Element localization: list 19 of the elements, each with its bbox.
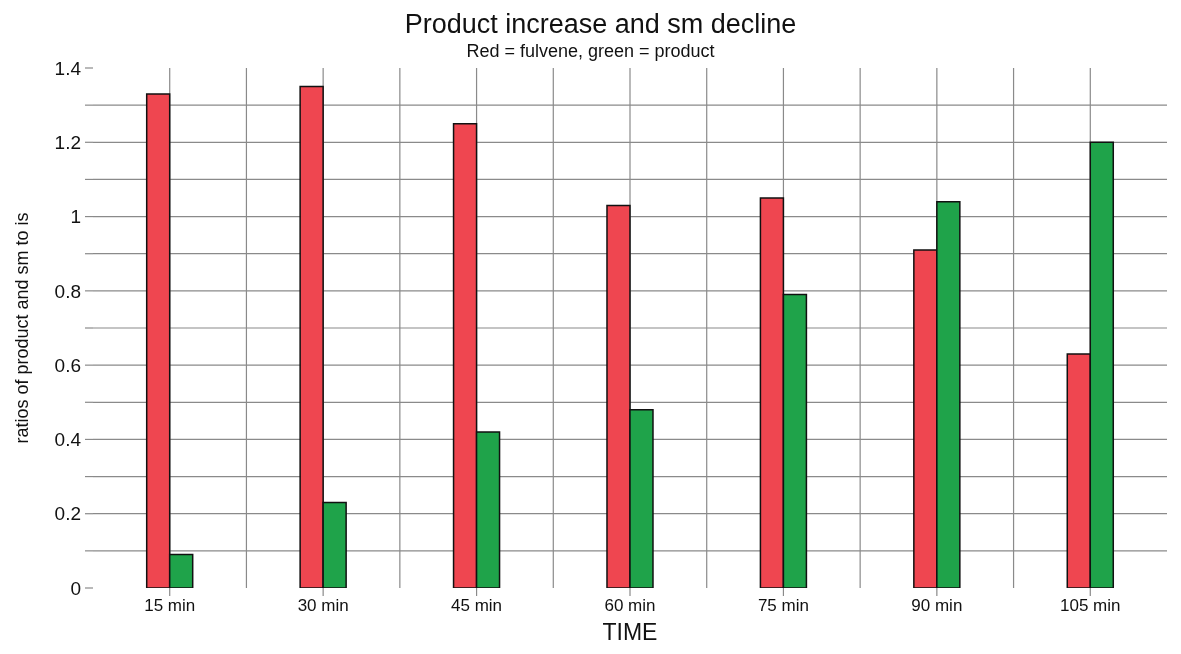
x-tick-label: 75 min xyxy=(757,596,809,616)
y-tick-label: 0.2 xyxy=(54,503,81,525)
x-axis-title: TIME xyxy=(602,619,658,645)
x-tick-label: 105 min xyxy=(1060,596,1121,616)
y-tick-label: 0.8 xyxy=(54,280,81,302)
x-tick-label: 30 min xyxy=(297,596,349,616)
y-tick-label: 0.6 xyxy=(54,354,81,376)
x-tick-label: 45 min xyxy=(451,596,503,616)
x-tick-label: 90 min xyxy=(911,596,963,616)
y-tick-label: 0.4 xyxy=(54,429,82,451)
x-tick-label: 15 min xyxy=(144,596,196,616)
y-tick-label: 1.4 xyxy=(54,57,82,79)
y-tick-label: 1 xyxy=(70,206,81,228)
y-tick-label: 0 xyxy=(70,577,81,599)
chart-title: Product increase and sm decline xyxy=(403,8,798,40)
chart-subtitle: Red = fulvene, green = product xyxy=(466,41,715,61)
y-axis-title: ratios of product and sm to is xyxy=(12,212,32,444)
y-tick-label: 1.2 xyxy=(54,132,81,154)
x-tick-label: 60 min xyxy=(604,596,656,616)
